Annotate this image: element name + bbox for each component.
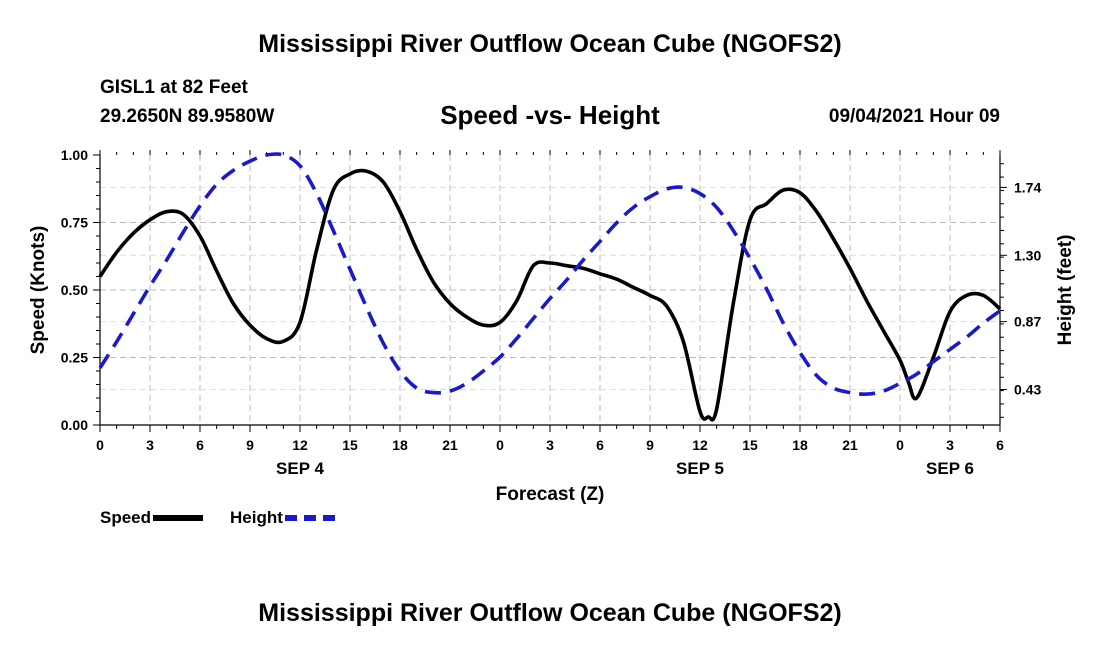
x-tick-label: 0: [496, 437, 504, 453]
y-axis-left-label: Speed (Knots): [28, 226, 49, 355]
x-tick-label: 18: [792, 437, 808, 453]
legend-height-swatch: [284, 515, 335, 521]
date-label: SEP 6: [926, 459, 974, 478]
legend-height-label: Height: [230, 508, 283, 527]
x-tick-label: 12: [292, 437, 308, 453]
y-left-tick-label: 0.25: [61, 350, 88, 366]
coordinates-label: 29.2650N 89.9580W: [100, 106, 275, 127]
chart-subtitle: Speed -vs- Height: [440, 100, 660, 130]
forecast-datetime: 09/04/2021 Hour 09: [828, 106, 1000, 127]
date-label: SEP 5: [676, 459, 724, 478]
x-tick-label: 3: [546, 437, 554, 453]
legend-height: Height: [230, 508, 335, 528]
y-left-tick-label: 0.75: [61, 215, 88, 231]
legend-speed-swatch: [153, 515, 204, 521]
y-left-tick-label: 0.50: [61, 282, 88, 298]
y-left-tick-label: 1.00: [61, 147, 88, 163]
y-left-tick-label: 0.00: [61, 417, 88, 433]
x-tick-label: 3: [946, 437, 954, 453]
legend-speed: Speed: [100, 508, 204, 528]
x-tick-label: 21: [842, 437, 858, 453]
y-axis-right-label: Height (feet): [1055, 235, 1076, 346]
chart-title: Mississippi River Outflow Ocean Cube (NG…: [258, 30, 842, 58]
x-tick-label: 9: [246, 437, 254, 453]
x-tick-label: 6: [596, 437, 604, 453]
x-tick-label: 15: [742, 437, 758, 453]
series-line-height: [98, 152, 1002, 396]
x-tick-label: 9: [646, 437, 654, 453]
x-tick-label: 0: [96, 437, 104, 453]
x-tick-label: 12: [692, 437, 708, 453]
x-tick-label: 0: [896, 437, 904, 453]
y-right-tick-label: 0.87: [1014, 314, 1041, 330]
y-right-tick-label: 1.30: [1014, 247, 1041, 263]
x-tick-label: 15: [342, 437, 358, 453]
y-right-tick-label: 1.74: [1014, 179, 1041, 195]
station-label: GISL1 at 82 Feet: [100, 77, 248, 98]
x-tick-label: 6: [196, 437, 204, 453]
date-label: SEP 4: [276, 459, 324, 478]
footer-title: Mississippi River Outflow Ocean Cube (NG…: [258, 599, 842, 627]
x-tick-label: 18: [392, 437, 408, 453]
x-tick-label: 6: [996, 437, 1004, 453]
x-tick-label: 3: [146, 437, 154, 453]
x-axis-label: Forecast (Z): [496, 484, 605, 505]
y-right-tick-label: 0.43: [1014, 382, 1041, 398]
series-line-speed: [98, 168, 1002, 422]
legend-speed-label: Speed: [100, 508, 152, 527]
x-tick-label: 21: [442, 437, 458, 453]
